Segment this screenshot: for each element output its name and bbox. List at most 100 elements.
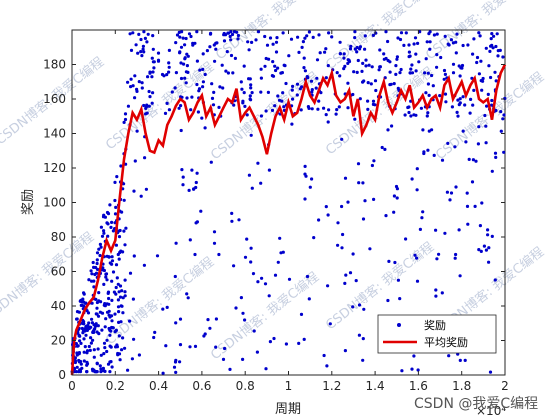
scatter-point — [89, 341, 93, 345]
scatter-point — [249, 83, 253, 87]
scatter-point — [113, 180, 117, 184]
scatter-point — [90, 317, 94, 321]
scatter-point — [231, 71, 235, 75]
scatter-point — [374, 88, 378, 93]
scatter-point — [274, 68, 278, 73]
scatter-point — [426, 148, 430, 152]
scatter-point — [317, 218, 321, 222]
scatter-point — [223, 346, 227, 351]
scatter-point — [195, 171, 199, 175]
scatter-point — [322, 353, 326, 358]
scatter-point — [142, 263, 146, 267]
scatter-point — [80, 326, 84, 331]
scatter-point — [178, 35, 182, 39]
scatter-point — [82, 350, 86, 354]
scatter-point — [490, 98, 494, 103]
scatter-point — [384, 214, 388, 218]
scatter-point — [347, 59, 352, 64]
watermark-text: CSDN博客: 我爱C编程 — [103, 59, 217, 153]
scatter-point — [247, 77, 251, 81]
scatter-point — [394, 72, 398, 76]
scatter-point — [315, 58, 320, 62]
scatter-point — [110, 220, 114, 224]
scatter-point — [486, 92, 490, 96]
scatter-point — [282, 63, 286, 67]
scatter-point — [410, 63, 414, 67]
scatter-point — [256, 161, 260, 165]
scatter-point — [117, 257, 121, 261]
scatter-point — [431, 84, 435, 88]
scatter-point — [424, 91, 428, 95]
scatter-point — [80, 303, 84, 307]
scatter-point — [162, 74, 166, 78]
scatter-point — [97, 291, 101, 295]
scatter-point — [326, 284, 330, 288]
scatter-point — [214, 345, 218, 349]
scatter-point — [229, 53, 234, 58]
scatter-point — [203, 72, 207, 77]
scatter-point — [475, 55, 480, 60]
scatter-point — [136, 51, 140, 55]
scatter-point — [472, 88, 476, 92]
scatter-point — [173, 86, 177, 90]
scatter-point — [357, 181, 361, 185]
scatter-point — [87, 344, 91, 349]
scatter-point — [501, 117, 505, 121]
scatter-point — [502, 113, 506, 117]
scatter-point — [372, 159, 376, 163]
scatter-point — [447, 354, 451, 358]
scatter-point — [233, 56, 237, 61]
scatter-point — [92, 355, 96, 359]
scatter-point — [326, 120, 330, 124]
scatter-point — [355, 70, 359, 74]
scatter-point — [90, 279, 94, 283]
scatter-point — [181, 175, 185, 179]
scatter-point — [298, 87, 302, 91]
scatter-point — [449, 38, 453, 42]
average-reward-line — [70, 63, 507, 376]
scatter-point — [308, 185, 312, 189]
scatter-point — [461, 43, 465, 48]
scatter-point — [150, 56, 154, 60]
credit-text: CSDN @我爱C编程 — [414, 396, 538, 412]
scatter-point — [363, 47, 367, 51]
scatter-point — [281, 31, 285, 35]
scatter-point — [358, 45, 362, 49]
scatter-point — [192, 187, 196, 191]
scatter-point — [458, 74, 462, 78]
scatter-point — [142, 30, 146, 34]
scatter-point — [152, 335, 156, 340]
scatter-point — [335, 108, 339, 112]
scatter-point — [346, 200, 350, 204]
scatter-point — [466, 43, 470, 47]
scatter-point — [355, 45, 359, 50]
scatter-point — [90, 272, 94, 276]
scatter-point — [144, 187, 148, 191]
scatter-point — [130, 357, 134, 361]
scatter-point — [494, 79, 498, 83]
scatter-point — [98, 242, 102, 246]
scatter-point — [479, 59, 483, 63]
scatter-point — [287, 54, 291, 58]
scatter-point — [131, 84, 135, 88]
scatter-point — [469, 97, 473, 101]
scatter-point — [348, 47, 353, 51]
scatter-point — [92, 265, 96, 269]
scatter-point — [119, 164, 123, 168]
scatter-point — [393, 260, 397, 265]
scatter-point — [445, 190, 449, 194]
scatter-point — [151, 34, 155, 38]
scatter-point — [414, 52, 418, 56]
scatter-point — [440, 291, 444, 295]
scatter-point — [209, 160, 213, 164]
scatter-point — [87, 321, 91, 325]
x-tick-label: 1.8 — [452, 379, 471, 393]
scatter-point — [305, 274, 310, 279]
scatter-point — [457, 64, 461, 68]
scatter-point — [123, 294, 127, 298]
scatter-point — [142, 50, 146, 54]
scatter-point — [307, 106, 311, 110]
scatter-point — [290, 88, 294, 92]
scatter-point — [214, 317, 218, 321]
scatter-point — [386, 128, 390, 132]
